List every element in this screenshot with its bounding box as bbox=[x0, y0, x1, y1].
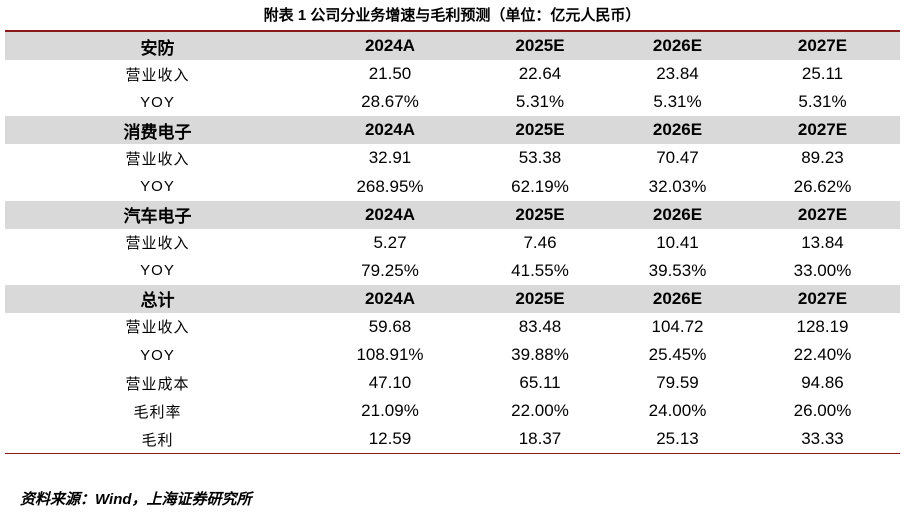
cell: 5.31% bbox=[515, 92, 565, 112]
row-label: 总计 bbox=[5, 284, 310, 313]
source-note: 资料来源：Wind，上海证券研究所 bbox=[20, 491, 252, 508]
cell: 2027E bbox=[745, 284, 900, 313]
cell: 2025E bbox=[470, 116, 610, 145]
cell: 2027E bbox=[745, 116, 900, 145]
data-row: YOY 268.95% 62.19% 32.03% 26.62% bbox=[5, 172, 900, 200]
cell: 79.59 bbox=[656, 373, 699, 393]
data-row: 毛利 12.59 18.37 25.13 33.33 bbox=[5, 425, 900, 454]
cell: 2025E bbox=[470, 31, 610, 61]
row-label: 营业收入 bbox=[125, 319, 190, 337]
section-header: 消费电子 2024A 2025E 2026E 2027E bbox=[5, 116, 900, 145]
cell: 26.00% bbox=[793, 401, 852, 421]
cell: 22.00% bbox=[511, 401, 569, 421]
cell: 18.37 bbox=[518, 429, 562, 449]
cell: 79.25% bbox=[361, 260, 419, 280]
row-label: 安防 bbox=[5, 31, 310, 61]
cell: 12.59 bbox=[368, 429, 412, 449]
row-label: YOY bbox=[140, 178, 175, 196]
cell: 59.68 bbox=[368, 316, 412, 336]
cell: 24.00% bbox=[648, 401, 707, 421]
data-row: 营业收入 32.91 53.38 70.47 89.23 bbox=[5, 144, 900, 172]
cell: 41.55% bbox=[511, 260, 569, 280]
cell: 28.67% bbox=[361, 92, 419, 112]
cell: 53.38 bbox=[518, 148, 562, 168]
data-row: YOY 79.25% 41.55% 39.53% 33.00% bbox=[5, 257, 900, 285]
cell: 25.11 bbox=[801, 64, 844, 84]
cell: 21.09% bbox=[361, 401, 419, 421]
row-label: YOY bbox=[140, 93, 175, 111]
cell: 62.19% bbox=[511, 176, 569, 196]
cell: 128.19 bbox=[796, 316, 849, 336]
cell: 2025E bbox=[470, 284, 610, 313]
cell: 268.95% bbox=[356, 176, 424, 196]
cell: 2024A bbox=[310, 31, 470, 61]
data-row: YOY 28.67% 5.31% 5.31% 5.31% bbox=[5, 88, 900, 116]
cell: 10.41 bbox=[656, 232, 699, 252]
cell: 5.31% bbox=[798, 92, 847, 112]
row-label: 毛利 bbox=[141, 431, 174, 449]
cell: 2024A bbox=[310, 200, 470, 229]
data-row: YOY 108.91% 39.88% 25.45% 22.40% bbox=[5, 341, 900, 369]
row-label: YOY bbox=[140, 346, 175, 364]
cell: 104.72 bbox=[651, 316, 704, 336]
cell: 108.91% bbox=[356, 345, 424, 365]
table-title: 附表 1 公司分业务增速与毛利预测（单位：亿元人民币） bbox=[263, 7, 641, 24]
forecast-table: 安防 2024A 2025E 2026E 2027E 营业收入 21.50 22.64 23.8… bbox=[5, 30, 900, 455]
cell: 22.40% bbox=[793, 345, 852, 365]
data-row: 营业收入 59.68 83.48 104.72 128.19 bbox=[5, 313, 900, 341]
cell: 39.88% bbox=[511, 345, 569, 365]
data-row: 营业收入 5.27 7.46 10.41 13.84 bbox=[5, 229, 900, 257]
cell: 13.84 bbox=[801, 232, 844, 252]
cell: 32.91 bbox=[368, 148, 412, 168]
cell: 2025E bbox=[470, 200, 610, 229]
row-label: 汽车电子 bbox=[5, 200, 310, 229]
cell: 47.10 bbox=[368, 373, 412, 393]
cell: 2026E bbox=[610, 116, 745, 145]
cell: 2026E bbox=[610, 200, 745, 229]
cell: 22.64 bbox=[518, 64, 562, 84]
data-row: 毛利率 21.09% 22.00% 24.00% 26.00% bbox=[5, 397, 900, 425]
cell: 5.31% bbox=[653, 92, 702, 112]
cell: 5.27 bbox=[373, 232, 407, 252]
cell: 2024A bbox=[310, 284, 470, 313]
cell: 2026E bbox=[610, 31, 745, 61]
cell: 25.45% bbox=[648, 345, 707, 365]
cell: 94.86 bbox=[801, 373, 844, 393]
section-header: 安防 2024A 2025E 2026E 2027E bbox=[5, 31, 900, 61]
cell: 2026E bbox=[610, 284, 745, 313]
cell: 2027E bbox=[745, 200, 900, 229]
cell: 70.47 bbox=[656, 148, 699, 168]
row-label: 营业收入 bbox=[125, 66, 190, 84]
cell: 65.11 bbox=[519, 373, 561, 393]
cell: 25.13 bbox=[656, 429, 699, 449]
cell: 39.53% bbox=[648, 260, 707, 280]
cell: 21.50 bbox=[368, 64, 412, 84]
cell: 33.00% bbox=[793, 260, 852, 280]
cell: 7.46 bbox=[523, 232, 557, 252]
cell: 23.84 bbox=[656, 64, 699, 84]
cell: 26.62% bbox=[793, 176, 852, 196]
cell: 33.33 bbox=[801, 429, 844, 449]
data-row: 营业成本 47.10 65.11 79.59 94.86 bbox=[5, 369, 900, 397]
cell: 83.48 bbox=[518, 316, 562, 336]
row-label: 营业成本 bbox=[125, 375, 190, 393]
row-label: 毛利率 bbox=[133, 403, 182, 421]
row-label: 营业收入 bbox=[125, 235, 190, 253]
section-header: 总计 2024A 2025E 2026E 2027E bbox=[5, 284, 900, 313]
row-label: YOY bbox=[140, 262, 175, 280]
data-row: 营业收入 21.50 22.64 23.84 25.11 bbox=[5, 60, 900, 88]
row-label: 消费电子 bbox=[5, 116, 310, 145]
cell: 89.23 bbox=[801, 148, 844, 168]
row-label: 营业收入 bbox=[125, 150, 190, 168]
cell: 32.03% bbox=[648, 176, 707, 196]
cell: 2027E bbox=[745, 31, 900, 61]
cell: 2024A bbox=[310, 116, 470, 145]
section-header: 汽车电子 2024A 2025E 2026E 2027E bbox=[5, 200, 900, 229]
